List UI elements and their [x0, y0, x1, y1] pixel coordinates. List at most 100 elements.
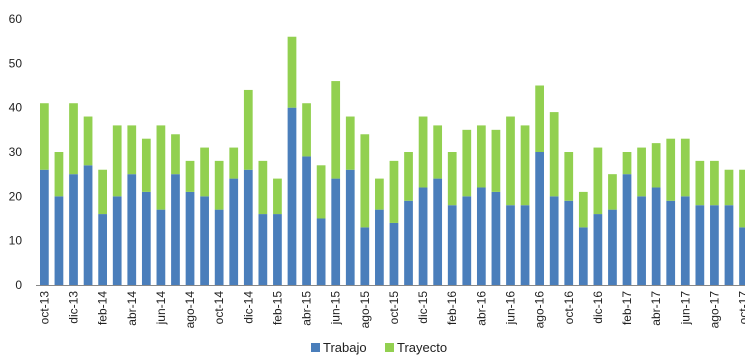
bar-trabajo-ago-16: [535, 152, 544, 285]
bar-trabajo-ene-17: [608, 209, 617, 285]
bar-trayecto-ene-15: [258, 160, 268, 215]
bar-trayecto-jun-14: [156, 125, 166, 210]
y-tick-label: 60: [9, 12, 23, 26]
bar-trayecto-ene-16: [433, 125, 443, 179]
bar-trayecto-ago-15: [360, 134, 370, 228]
bar-trayecto-oct-15: [389, 160, 399, 223]
bar-trayecto-ene-14: [83, 116, 93, 166]
x-tick-label: oct-13: [37, 291, 51, 325]
x-tick-label: jun-14: [154, 291, 168, 326]
y-axis-ticks: 0 10 20 30 40 50 60: [9, 12, 23, 292]
bar-trabajo-jul-14: [171, 174, 180, 285]
bar-trabajo-ene-16: [433, 178, 443, 285]
bar-trayecto-nov-13: [54, 152, 64, 197]
bar-trayecto-ago-14: [185, 160, 195, 192]
bar-trabajo-nov-16: [578, 227, 588, 285]
bar-trabajo-mar-17: [637, 196, 646, 285]
bar-trayecto-nov-15: [404, 152, 413, 201]
bar-trayecto-jul-16: [520, 125, 530, 206]
bar-trabajo-dic-13: [69, 174, 78, 285]
bar-trayecto-feb-17: [622, 152, 632, 175]
x-tick-label: ago-17: [707, 291, 721, 329]
bar-trabajo-nov-13: [54, 196, 64, 285]
x-tick-label: ago-16: [533, 291, 547, 329]
bars-group: [40, 36, 745, 285]
bar-trabajo-jul-16: [520, 205, 530, 285]
bar-trayecto-ago-17: [710, 160, 719, 206]
bar-trabajo-oct-15: [389, 222, 399, 285]
x-axis-ticks: oct-13 dic-13 feb-14 abr-14 jun-14 ago-14 oct-…: [37, 291, 745, 329]
bar-trayecto-mar-14: [112, 125, 122, 197]
legend: Trabajo Trayecto: [311, 340, 447, 355]
bar-trabajo-nov-14: [229, 178, 239, 285]
bar-trabajo-jun-15: [331, 178, 341, 285]
x-tick-label: dic-15: [416, 291, 430, 324]
x-tick-label: ago-15: [358, 291, 372, 329]
bar-trayecto-jun-16: [506, 116, 515, 206]
y-tick-label: 20: [9, 189, 23, 203]
bar-trayecto-oct-13: [40, 103, 49, 170]
bar-trabajo-sep-17: [724, 205, 734, 285]
bar-trabajo-sep-15: [375, 209, 384, 285]
x-tick-label: oct-16: [562, 291, 576, 325]
y-tick-label: 10: [9, 234, 23, 248]
bar-trabajo-may-15: [316, 218, 326, 285]
x-tick-label: feb-15: [270, 291, 284, 325]
legend-label-trabajo: Trabajo: [323, 340, 367, 355]
bar-trayecto-oct-16: [564, 152, 574, 201]
x-tick-label: abr-14: [125, 291, 139, 326]
bar-trayecto-abr-14: [127, 125, 137, 175]
bar-trabajo-oct-13: [40, 169, 49, 285]
y-tick-label: 30: [9, 145, 23, 159]
bar-trayecto-sep-17: [724, 169, 734, 206]
bar-trayecto-dic-15: [418, 116, 428, 188]
bar-trayecto-sep-14: [200, 147, 209, 197]
x-tick-label: abr-16: [474, 291, 488, 326]
bar-trabajo-may-17: [666, 200, 676, 285]
bar-trabajo-dic-15: [418, 187, 428, 285]
bar-trabajo-nov-15: [404, 200, 413, 285]
bar-trabajo-ene-15: [258, 214, 268, 285]
bar-trabajo-ene-14: [83, 165, 93, 285]
bar-trabajo-abr-15: [302, 156, 311, 285]
bar-trabajo-abr-17: [651, 187, 661, 285]
bar-trabajo-abr-16: [476, 187, 486, 285]
x-tick-label: feb-14: [96, 291, 110, 325]
legend-swatch-trayecto: [385, 343, 394, 352]
bar-trabajo-ago-17: [710, 205, 719, 285]
bar-trayecto-nov-14: [229, 147, 239, 179]
bar-trabajo-sep-16: [549, 196, 559, 285]
x-tick-label: dic-13: [67, 291, 81, 324]
bar-trabajo-feb-17: [622, 174, 632, 285]
x-tick-label: jun-16: [503, 291, 517, 326]
bar-trabajo-feb-15: [273, 214, 282, 285]
bar-trabajo-abr-14: [127, 174, 137, 285]
x-tick-label: jun-17: [678, 291, 692, 326]
bar-trayecto-jun-17: [680, 138, 690, 197]
bar-trayecto-oct-17: [739, 169, 745, 228]
bar-trayecto-sep-15: [375, 178, 384, 210]
bar-trabajo-mar-16: [462, 196, 472, 285]
bar-trayecto-mar-16: [462, 129, 472, 197]
bar-trayecto-may-15: [316, 165, 326, 219]
bar-trayecto-sep-16: [549, 112, 559, 197]
bar-trabajo-oct-14: [214, 209, 224, 285]
x-tick-label: ago-14: [183, 291, 197, 329]
bar-trayecto-ago-16: [535, 85, 544, 152]
x-tick-label: feb-16: [445, 291, 459, 325]
bar-trayecto-nov-16: [578, 191, 588, 228]
bar-trayecto-dic-14: [243, 89, 253, 170]
bar-trabajo-mar-14: [112, 196, 122, 285]
bar-trabajo-jun-17: [680, 196, 690, 285]
bar-trabajo-may-16: [491, 191, 501, 285]
bar-trayecto-may-14: [141, 138, 151, 192]
bar-trayecto-feb-15: [273, 178, 282, 215]
x-tick-label: abr-17: [649, 291, 663, 326]
bar-trayecto-feb-16: [447, 152, 457, 206]
bar-trayecto-dic-13: [69, 103, 78, 175]
x-tick-label: oct-17: [737, 291, 745, 325]
bar-trayecto-abr-15: [302, 103, 311, 157]
legend-label-trayecto: Trayecto: [397, 340, 447, 355]
bar-trayecto-may-16: [491, 129, 501, 192]
bar-trayecto-feb-14: [98, 169, 107, 215]
